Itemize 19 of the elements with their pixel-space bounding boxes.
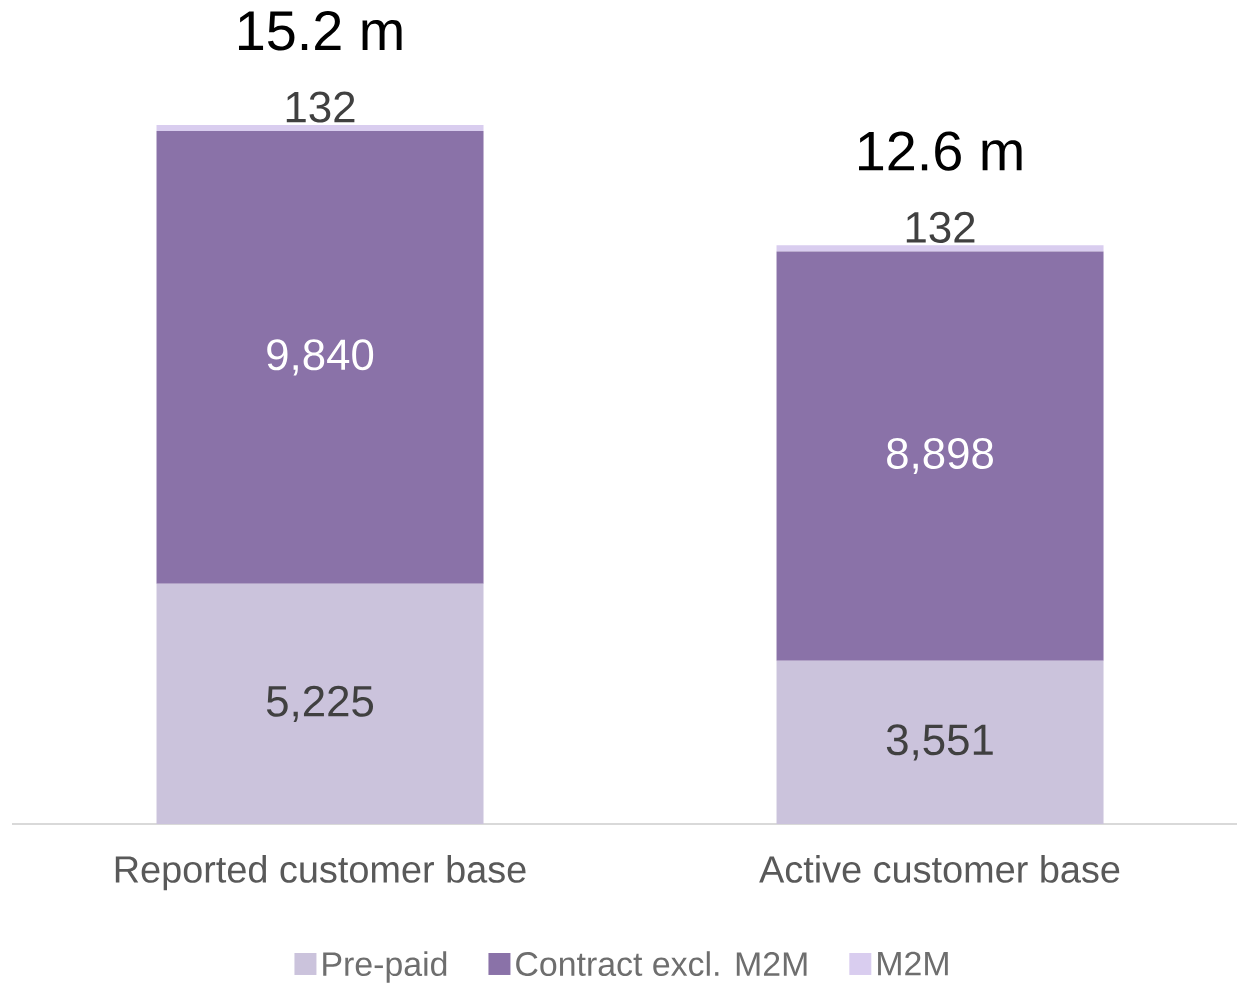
bar — [156, 583, 484, 824]
bar — [156, 124, 484, 132]
legend-label: Pre-paid — [323, 951, 447, 983]
data-label: 132 — [906, 211, 975, 243]
total-label: 12.6 m — [859, 131, 1022, 171]
bar — [776, 251, 1104, 661]
data-label: 132 — [286, 91, 355, 123]
bar — [776, 660, 1104, 824]
x-tick-label: Reported customer base — [115, 855, 526, 891]
legend-label: Contract excl. M2M — [516, 951, 807, 977]
bar — [776, 245, 1104, 252]
bar — [156, 131, 484, 584]
total-label: 15.2 m — [238, 11, 402, 51]
x-tick-label: Active customer base — [759, 855, 1120, 883]
data-label: 8,898 — [887, 437, 993, 475]
data-label: 5,225 — [266, 685, 374, 722]
legend-label: M2M — [878, 951, 948, 976]
data-label: 9,840 — [267, 339, 374, 376]
data-label: 3,551 — [886, 724, 993, 761]
